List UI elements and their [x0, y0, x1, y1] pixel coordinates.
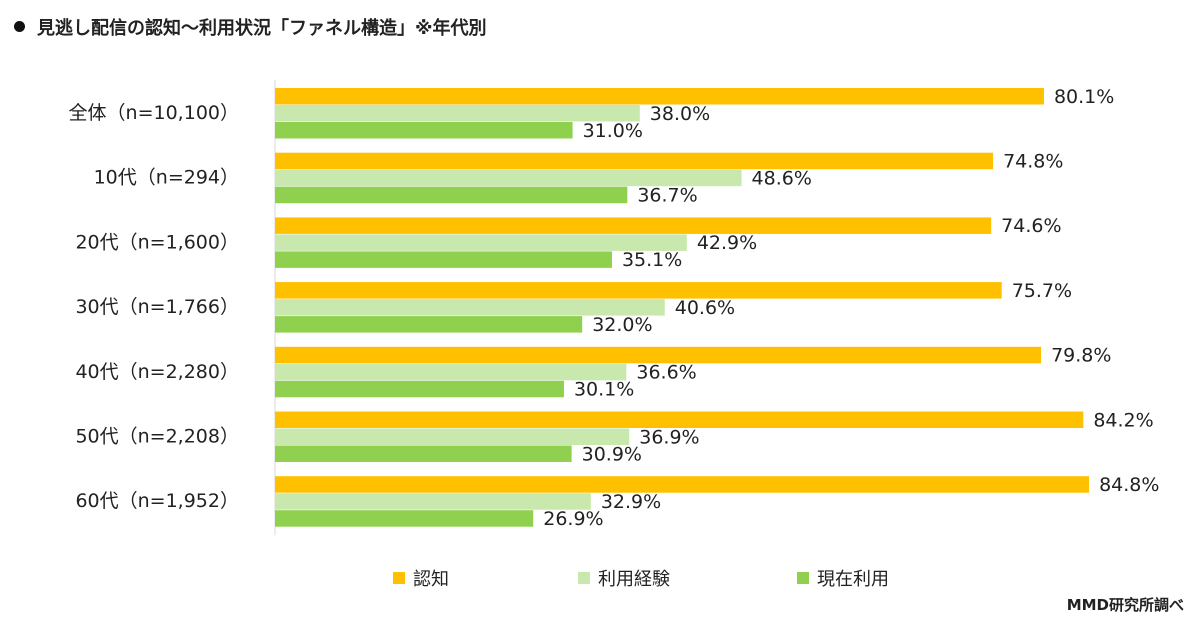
- data-label: 80.1%: [1054, 86, 1114, 108]
- category-label: 10代（n=294）: [94, 167, 239, 189]
- funnel-bar-chart: 全体（n=10,100） 80.1% 38.0% 31.0% 10代（n=294） 74.…: [69, 80, 1159, 536]
- bar-認知-3: [275, 282, 1002, 299]
- data-label: 36.6%: [636, 362, 696, 384]
- data-label: 79.8%: [1051, 345, 1111, 367]
- legend-label: 現在利用: [817, 569, 889, 590]
- bar-現在利用-5: [275, 445, 572, 462]
- chart-legend: 認知 利用経験 現在利用: [0, 565, 1200, 591]
- bar-現在利用-4: [275, 380, 564, 398]
- bar-利用経験-0: [275, 105, 640, 122]
- bar-利用経験-3: [275, 299, 665, 316]
- data-label: 42.9%: [697, 232, 757, 254]
- data-label: 74.6%: [1001, 215, 1061, 237]
- data-label: 74.8%: [1003, 150, 1063, 172]
- bar-利用経験-2: [275, 234, 687, 251]
- data-label: 32.0%: [592, 314, 652, 336]
- legend-item-現在利用: 現在利用: [797, 565, 889, 591]
- title-bullet-icon: [14, 21, 25, 32]
- bar-現在利用-3: [275, 316, 583, 333]
- bar-認知-6: [275, 476, 1090, 493]
- data-label: 35.1%: [622, 249, 682, 271]
- legend-item-利用経験: 利用経験: [578, 565, 670, 591]
- bar-認知-5: [275, 411, 1084, 428]
- legend-swatch: [797, 572, 809, 584]
- data-label: 31.0%: [583, 120, 643, 142]
- chart-title-text: 見逃し配信の認知～利用状況「ファネル構造」※年代別: [37, 18, 487, 39]
- data-label: 84.2%: [1093, 409, 1153, 431]
- bar-利用経験-1: [275, 169, 742, 187]
- bar-現在利用-6: [275, 510, 534, 527]
- bar-現在利用-0: [275, 122, 573, 139]
- bar-利用経験-5: [275, 428, 630, 445]
- bar-現在利用-2: [275, 251, 612, 268]
- bar-現在利用-1: [275, 186, 628, 204]
- bar-認知-1: [275, 152, 994, 170]
- bar-認知-0: [275, 88, 1044, 105]
- legend-swatch: [578, 572, 590, 584]
- data-label: 40.6%: [675, 297, 735, 319]
- bar-利用経験-6: [275, 493, 591, 510]
- chart-title: 見逃し配信の認知～利用状況「ファネル構造」※年代別: [14, 14, 487, 40]
- data-label: 30.9%: [582, 443, 642, 465]
- category-label: 50代（n=2,208）: [75, 426, 239, 448]
- legend-item-認知: 認知: [393, 565, 449, 591]
- data-label: 36.9%: [639, 426, 699, 448]
- legend-swatch: [393, 572, 405, 584]
- bar-利用経験-4: [275, 363, 627, 381]
- data-label: 30.1%: [574, 379, 634, 401]
- data-label: 48.6%: [752, 167, 812, 189]
- bar-認知-2: [275, 217, 992, 234]
- category-label: 40代（n=2,280）: [75, 361, 239, 383]
- category-label: 30代（n=1,766）: [75, 296, 239, 318]
- data-label: 75.7%: [1012, 280, 1072, 302]
- data-label: 32.9%: [601, 491, 661, 513]
- category-label: 20代（n=1,600）: [75, 231, 239, 253]
- bar-認知-4: [275, 346, 1042, 364]
- data-label: 38.0%: [650, 103, 710, 125]
- source-credit: MMD研究所調べ: [1066, 596, 1184, 614]
- data-label: 84.8%: [1099, 474, 1159, 496]
- category-label: 全体（n=10,100）: [69, 102, 239, 124]
- legend-label: 認知: [413, 569, 449, 590]
- data-label: 26.9%: [543, 508, 603, 530]
- legend-label: 利用経験: [598, 569, 670, 590]
- category-label: 60代（n=1,952）: [75, 490, 239, 512]
- data-label: 36.7%: [637, 184, 697, 206]
